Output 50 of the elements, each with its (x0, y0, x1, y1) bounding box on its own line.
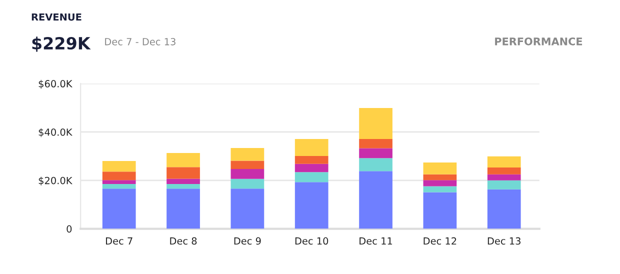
y-tick-label: $60.0K (38, 80, 72, 89)
bar (487, 156, 521, 168)
bar (487, 180, 521, 190)
bar (423, 162, 457, 174)
y-tick-label: 0 (66, 225, 72, 233)
bar (102, 188, 136, 229)
bar (294, 164, 328, 172)
bar (166, 178, 200, 184)
bar (230, 188, 264, 229)
x-tick-label: Dec 10 (295, 237, 328, 245)
bar (359, 138, 392, 148)
bar (102, 172, 136, 180)
x-tick-label: Dec 7 (106, 237, 132, 245)
bar (294, 138, 328, 156)
bar (423, 186, 457, 192)
x-tick-label: Dec 9 (234, 237, 261, 245)
bar (166, 167, 200, 179)
bar (102, 184, 136, 189)
bar (487, 189, 521, 229)
bar (423, 180, 457, 186)
x-tick-label: Dec 11 (360, 237, 392, 245)
bar (294, 182, 328, 229)
bar (166, 153, 200, 168)
bar (230, 148, 264, 161)
chart-subtitle: $229K (32, 36, 91, 52)
bar (359, 148, 392, 158)
text: PERFORMANCE (495, 37, 582, 46)
bar (423, 174, 457, 180)
y-tick-label: $40.0K (38, 128, 72, 138)
x-tick-label: Dec 8 (170, 237, 197, 245)
bar (487, 174, 521, 180)
text: Dec 7 - Dec 13 (105, 38, 176, 46)
y-tick-label: $20.0K (38, 176, 72, 186)
bar (294, 172, 328, 182)
chart-title: REVENUE (32, 13, 82, 21)
bar (359, 108, 392, 139)
bar (359, 171, 392, 229)
bar (423, 192, 457, 229)
bar (487, 168, 521, 174)
bar (166, 184, 200, 189)
bar (230, 169, 264, 179)
bar (166, 188, 200, 229)
x-tick-label: Dec 13 (488, 237, 520, 245)
bar (102, 161, 136, 172)
bar (359, 158, 392, 172)
bar (102, 180, 136, 184)
x-tick-label: Dec 12 (424, 237, 456, 245)
bar (294, 156, 328, 164)
bar (230, 160, 264, 170)
bar (230, 178, 264, 189)
